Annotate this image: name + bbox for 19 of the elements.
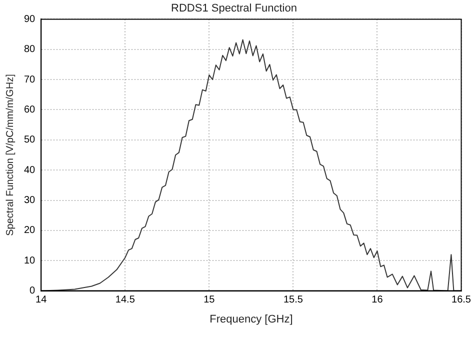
y-tick-label: 10 [24,255,36,266]
x-tick-label: 16.5 [452,294,472,306]
x-tick-label: 14 [36,294,48,306]
y-tick-label: 20 [24,225,36,236]
y-tick-label: 40 [24,164,36,176]
y-tick-label: 60 [24,104,36,116]
y-tick-label: 30 [24,195,36,206]
x-tick-label: 16 [372,294,384,306]
chart-title: RDDS1 Spectral Function [171,2,297,15]
y-tick-label: 50 [24,134,36,146]
y-tick-label: 80 [24,44,36,56]
y-axis-title: Spectral Function [V/pC/mm/m/GHz] [4,74,16,236]
x-tick-label: 15.5 [283,294,304,306]
x-tick-label: 15 [204,294,216,306]
x-tick-label: 14.5 [115,294,136,306]
y-tick-label: 0 [30,286,36,297]
y-tick-label: 70 [24,74,36,86]
x-axis-title: Frequency [GHz] [210,313,293,326]
y-tick-label: 90 [24,14,36,25]
